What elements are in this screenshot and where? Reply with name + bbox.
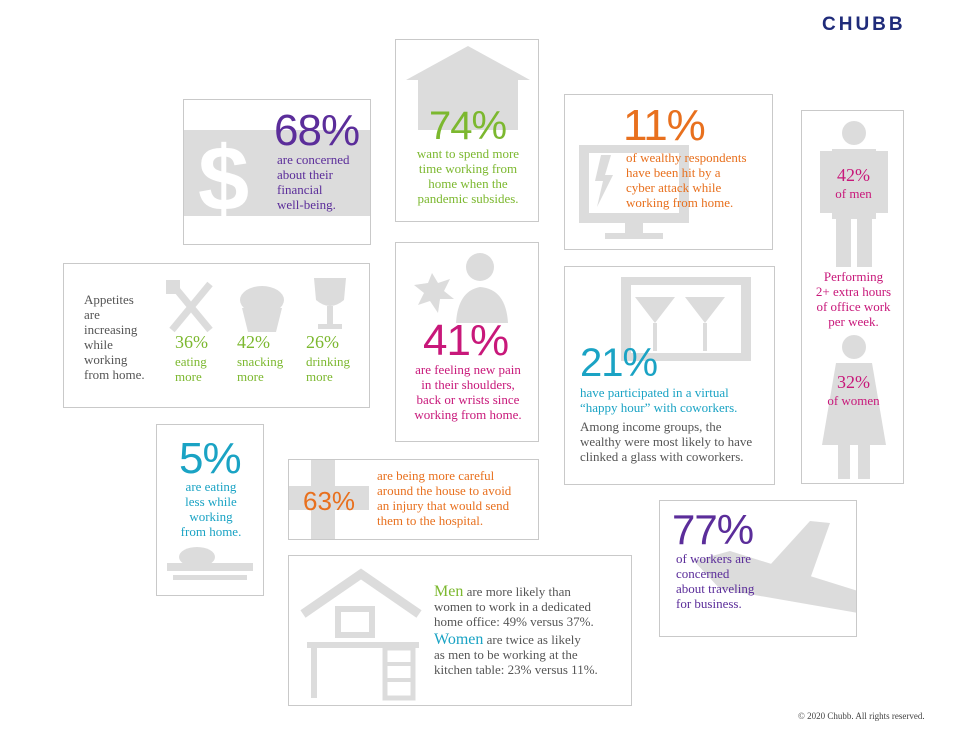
- person-pain-icon: [414, 253, 508, 323]
- svg-text:$: $: [198, 128, 249, 230]
- eating-less-text: are eating less while working from home.: [180, 479, 242, 539]
- cocktail-screen-icon: [621, 277, 751, 361]
- extra-hours-card: 42% of men Performing 2+ extra hours of o…: [801, 110, 904, 484]
- airplane-icon: [694, 521, 856, 613]
- eating-label: eating more: [175, 354, 207, 384]
- office-women-text: Women are twice as likely as men to be w…: [434, 631, 598, 678]
- travel-text: of workers are concerned about traveling f…: [676, 551, 755, 611]
- pain-card: 41% are feeling new pain in their shoulde…: [395, 242, 539, 442]
- women-percent: 32%: [837, 372, 870, 392]
- financial-percent: 68%: [274, 106, 360, 155]
- dollar-sign-icon: $: [184, 128, 370, 230]
- chubb-logo: CHUBB: [822, 14, 906, 35]
- fork-knife-icon: [166, 280, 213, 333]
- office-men-text: Men are more likely than women to work i…: [434, 583, 594, 630]
- travel-percent: 77%: [672, 506, 754, 553]
- happy-hour-percent: 21%: [580, 341, 658, 385]
- snacking-label: snacking more: [237, 354, 284, 384]
- home-desk-icon: [300, 568, 422, 701]
- cyber-text: of wealthy respondents have been hit by a…: [626, 150, 747, 210]
- happy-hour-card: 21% have participated in a virtual “happy…: [564, 266, 775, 485]
- careful-percent: 63%: [303, 486, 356, 516]
- woman-icon: [822, 335, 886, 479]
- spend-time-text: want to spend more time working from home…: [416, 146, 520, 206]
- happy-hour-text: have participated in a virtual “happy hou…: [580, 385, 738, 415]
- monitor-lightning-icon: [579, 145, 689, 239]
- pain-percent: 41%: [423, 316, 509, 365]
- pain-text: are feeling new pain in their shoulders, …: [414, 362, 522, 422]
- spend-time-card: 74% want to spend more time working from …: [395, 39, 539, 222]
- financial-text: are concerned about their financial well-b…: [277, 152, 350, 212]
- eating-percent: 36%: [175, 332, 208, 352]
- spend-time-percent: 74%: [429, 104, 507, 148]
- house-icon: [406, 46, 530, 130]
- office-women-word: Women: [434, 631, 484, 648]
- wine-glass-icon: [314, 278, 346, 329]
- plate-icon: [167, 547, 253, 580]
- man-icon: [820, 121, 888, 267]
- happy-hour-subtext: Among income groups, the wealthy were mos…: [580, 419, 753, 464]
- copyright: © 2020 Chubb. All rights reserved.: [798, 711, 925, 721]
- men-percent: 42%: [837, 165, 870, 185]
- eating-less-percent: 5%: [179, 434, 242, 483]
- cyber-card: 11% of wealthy respondents have been hit …: [564, 94, 773, 250]
- careful-text: are being more careful around the house t…: [377, 468, 512, 528]
- eating-less-card: 5% are eating less while working from home…: [156, 424, 264, 596]
- financial-card: $ 68% are concerned about their financial…: [183, 99, 371, 245]
- snacking-percent: 42%: [237, 332, 270, 352]
- appetite-card: Appetites are increasing while working from…: [63, 263, 370, 408]
- extra-hours-text: Performing 2+ extra hours of office work p…: [815, 269, 892, 329]
- office-men-word: Men: [434, 583, 464, 600]
- drinking-label: drinking more: [306, 354, 351, 384]
- women-label: of women: [827, 393, 880, 408]
- home-office-card: Men are more likely than women to work i…: [288, 555, 632, 706]
- men-label: of men: [835, 186, 872, 201]
- careful-card: 63% are being more careful around the hou…: [288, 459, 539, 540]
- drinking-percent: 26%: [306, 332, 339, 352]
- medical-cross-icon: [289, 460, 369, 539]
- travel-card: 77% of workers are concerned about travel…: [659, 500, 857, 637]
- cupcake-icon: [240, 286, 284, 332]
- cyber-percent: 11%: [623, 101, 706, 150]
- appetite-intro: Appetites are increasing while working from…: [84, 292, 145, 382]
